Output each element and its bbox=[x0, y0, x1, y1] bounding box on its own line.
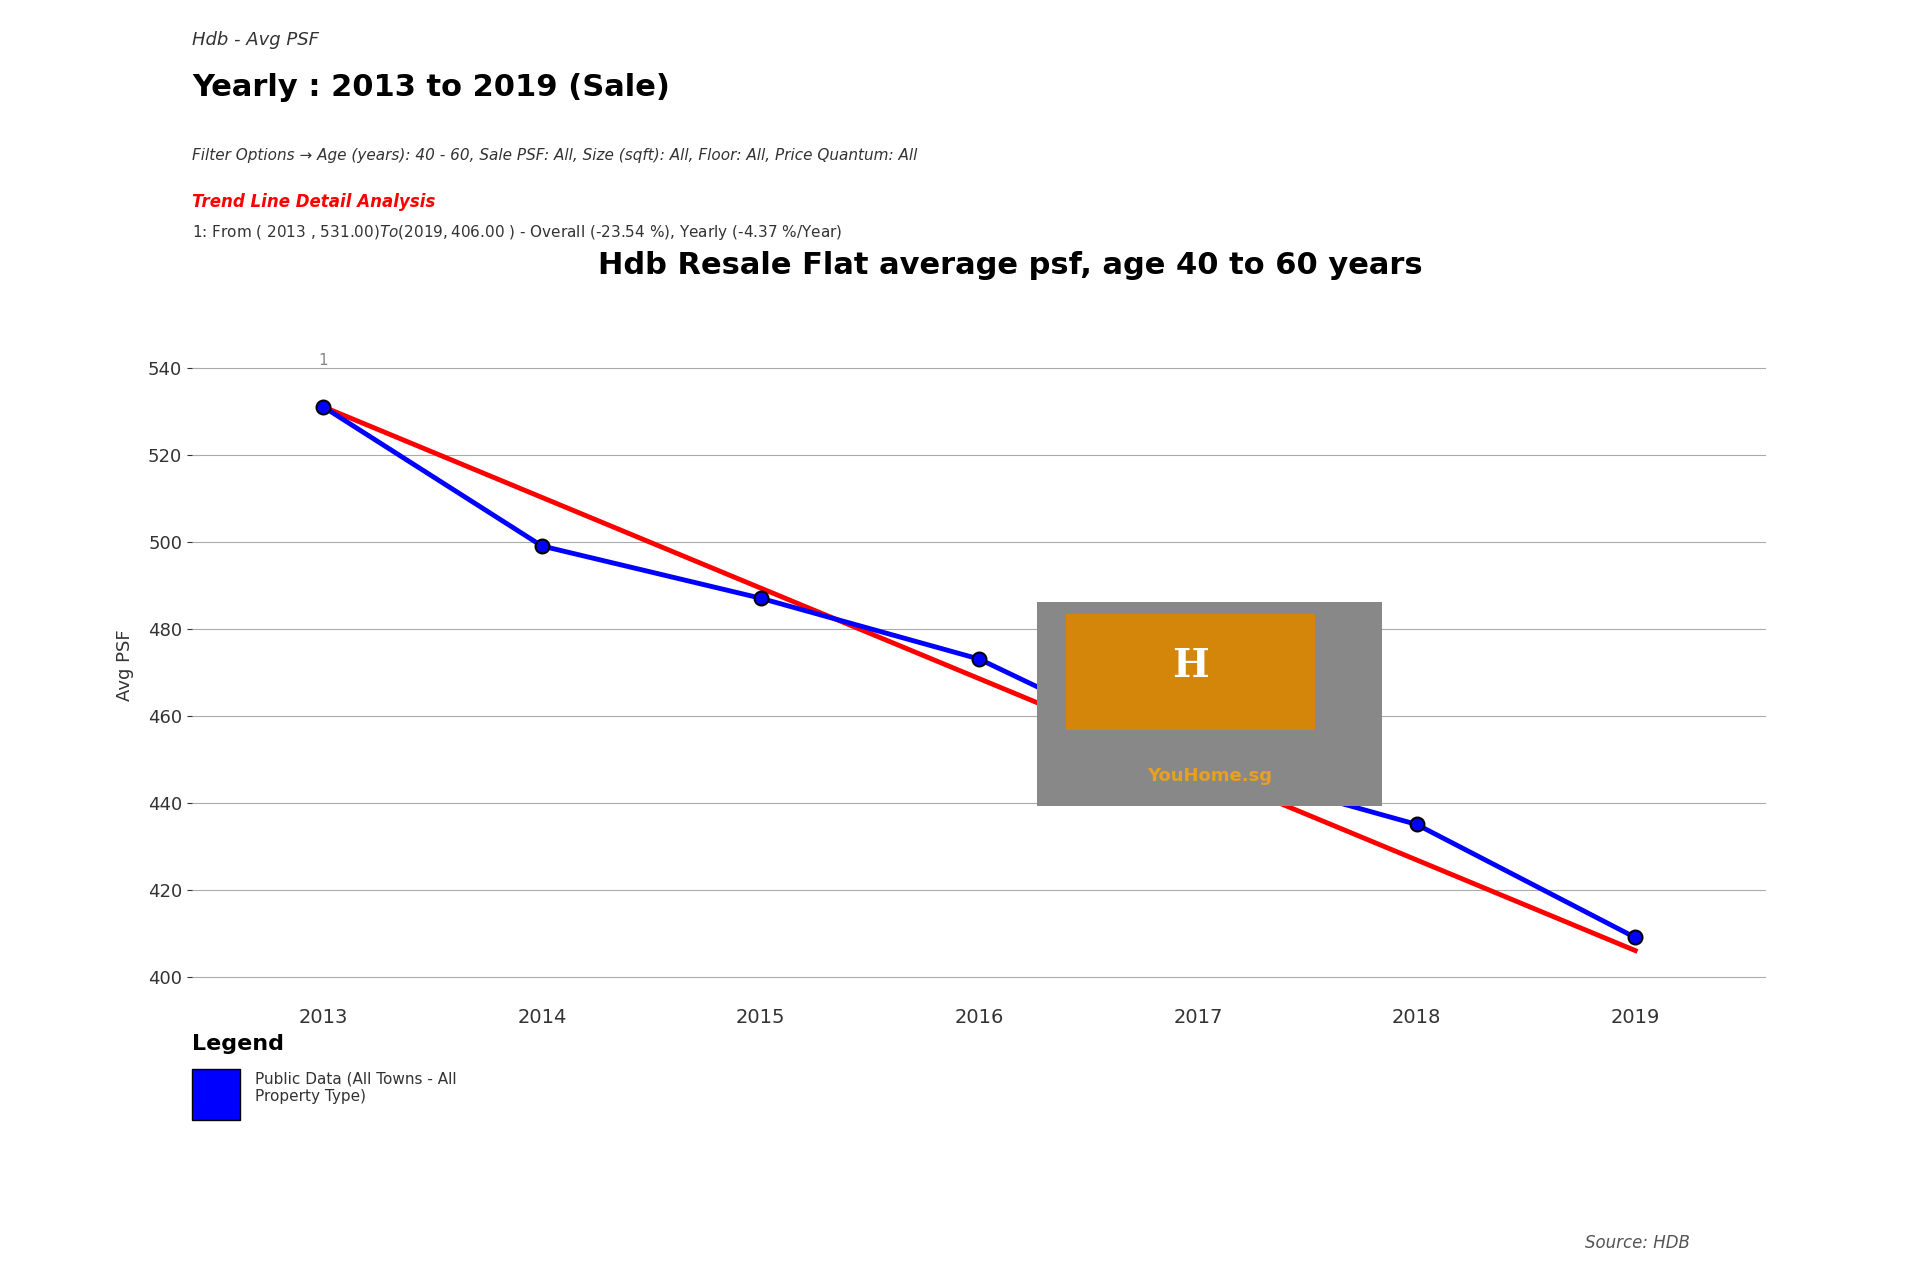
Text: Filter Options → Age (years): 40 - 60, Sale PSF: All, Size (sqft): All, Floor: A: Filter Options → Age (years): 40 - 60, S… bbox=[192, 148, 918, 163]
Text: Source: HDB: Source: HDB bbox=[1584, 1234, 1690, 1252]
Text: Hdb Resale Flat average psf, age 40 to 60 years: Hdb Resale Flat average psf, age 40 to 6… bbox=[599, 251, 1423, 279]
Text: 1: 1 bbox=[319, 352, 328, 367]
Text: H: H bbox=[1171, 648, 1210, 685]
Text: Public Data (All Towns - All
Property Type): Public Data (All Towns - All Property Ty… bbox=[255, 1071, 457, 1105]
Text: Hdb - Avg PSF: Hdb - Avg PSF bbox=[192, 31, 319, 49]
Text: Yearly : 2013 to 2019 (Sale): Yearly : 2013 to 2019 (Sale) bbox=[192, 73, 670, 102]
Text: YouHome.sg: YouHome.sg bbox=[1146, 767, 1273, 785]
Text: Legend: Legend bbox=[192, 1034, 284, 1053]
Text: 1: From ( 2013 , $531.00 ) To ( 2019 , $406.00 ) - Overall (-23.54 %), Yearly (-: 1: From ( 2013 , $531.00 ) To ( 2019 , $… bbox=[192, 223, 843, 242]
Text: Trend Line Detail Analysis: Trend Line Detail Analysis bbox=[192, 193, 436, 211]
Y-axis label: Avg PSF: Avg PSF bbox=[115, 630, 134, 701]
